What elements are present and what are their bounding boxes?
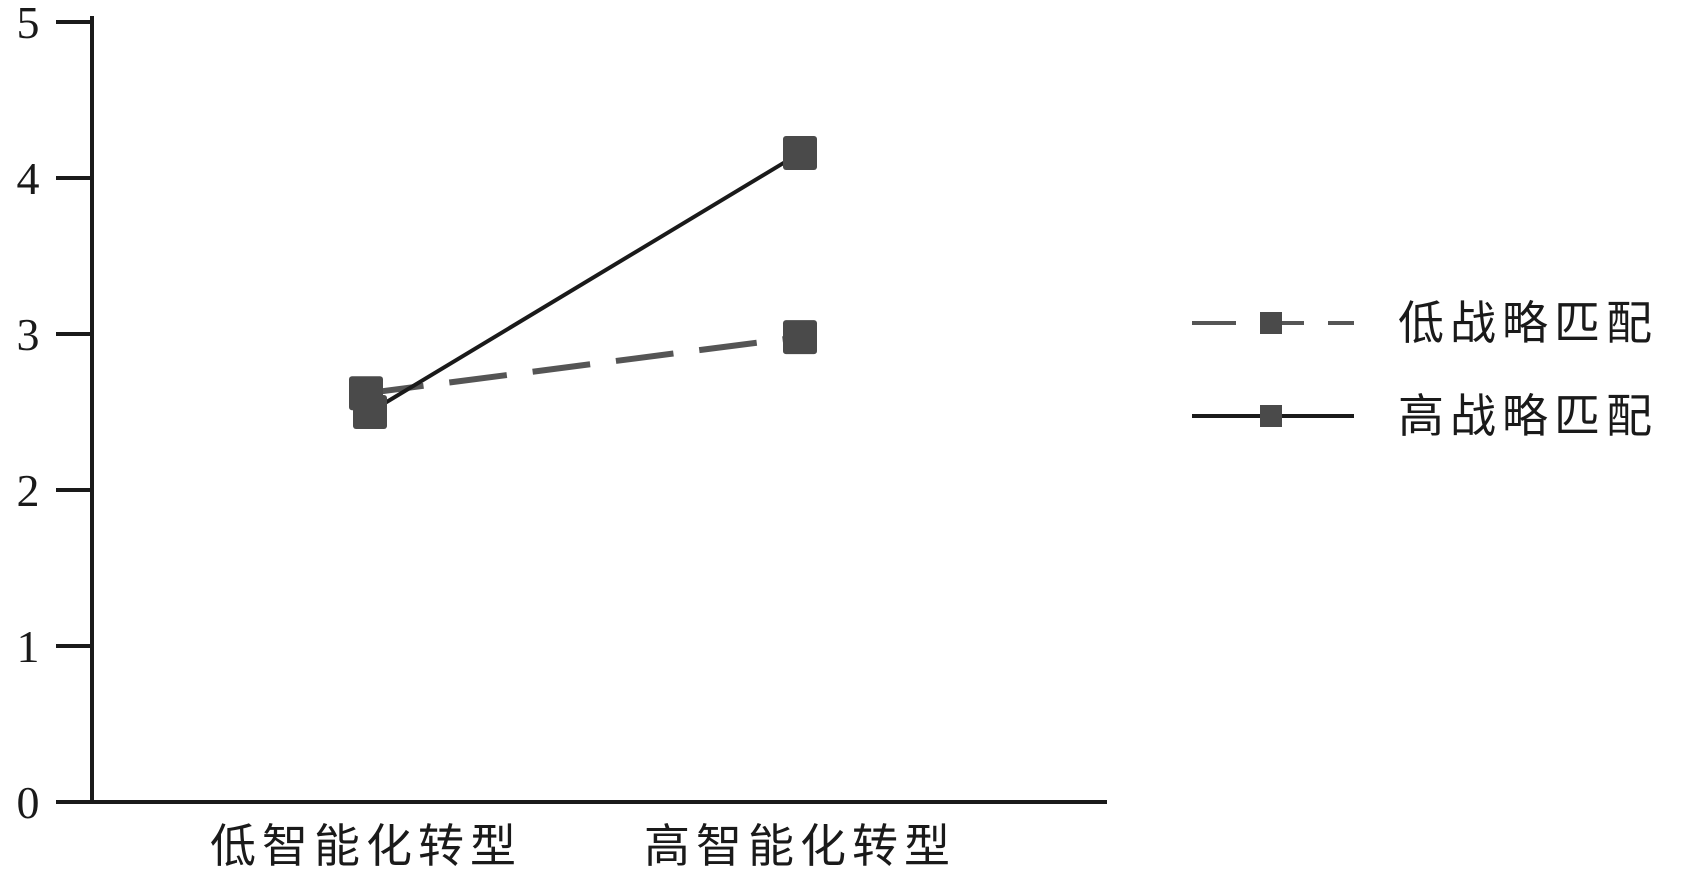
x-category-label: 高智能化转型 (644, 819, 956, 873)
data-point-marker (353, 395, 387, 429)
legend-item: 低战略匹配 (1192, 296, 1658, 350)
series-layer (349, 136, 817, 429)
y-tick-label: 2 (17, 465, 40, 516)
y-tick-label: 4 (17, 153, 40, 204)
series-line (365, 334, 801, 397)
legend-item: 高战略匹配 (1192, 389, 1658, 443)
legend-marker (1260, 405, 1282, 427)
y-tick-label: 0 (17, 777, 40, 828)
y-tick-label: 5 (17, 0, 40, 48)
x-axis-labels: 低智能化转型 高智能化转型 (210, 819, 956, 873)
legend-marker (1260, 312, 1282, 334)
y-tick-label: 1 (17, 621, 40, 672)
legend-label: 低战略匹配 (1398, 296, 1658, 350)
data-point-marker (783, 320, 817, 355)
x-category-label: 低智能化转型 (210, 819, 522, 873)
y-axis-ticks: 0 1 2 3 4 5 (17, 0, 92, 828)
legend-label: 高战略匹配 (1398, 389, 1658, 443)
series-line (368, 151, 802, 414)
series-1 (349, 320, 817, 411)
axes (60, 16, 1107, 804)
data-point-marker (783, 136, 817, 171)
y-tick-label: 3 (17, 309, 40, 360)
series-2 (353, 136, 817, 429)
